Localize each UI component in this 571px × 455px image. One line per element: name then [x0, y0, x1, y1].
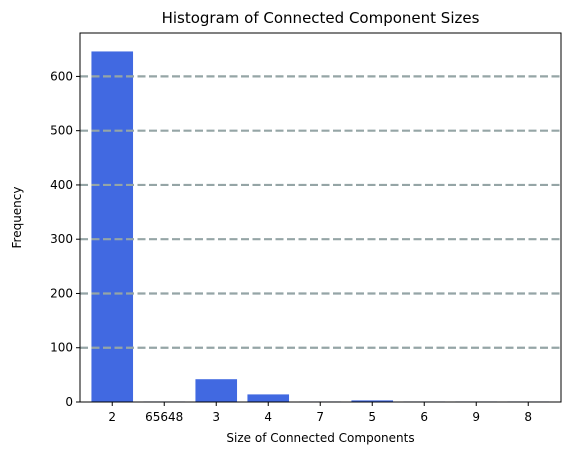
- bar-5: [351, 400, 394, 402]
- x-ticks: 2 65648 3 4 7 5 6 9 8: [108, 402, 532, 424]
- x-tick-label-9: 9: [472, 410, 480, 424]
- gridlines: [80, 75, 561, 349]
- y-tick-label-500: 500: [50, 124, 73, 138]
- x-tick-label-65648: 65648: [145, 410, 183, 424]
- y-tick-label-300: 300: [50, 232, 73, 246]
- x-tick-label-6: 6: [420, 410, 428, 424]
- y-tick-label-0: 0: [65, 395, 73, 409]
- x-tick-label-2: 2: [108, 410, 116, 424]
- y-tick-label-200: 200: [50, 286, 73, 300]
- bars: [91, 51, 550, 403]
- x-axis-label: Size of Connected Components: [226, 431, 414, 445]
- x-tick-label-5: 5: [368, 410, 376, 424]
- bar-3: [195, 379, 238, 402]
- x-tick-label-3: 3: [212, 410, 220, 424]
- y-ticks: 0 100 200 300 400 500 600: [50, 69, 80, 409]
- x-tick-label-7: 7: [316, 410, 324, 424]
- chart-title: Histogram of Connected Component Sizes: [162, 9, 480, 27]
- bar-4: [247, 394, 290, 402]
- x-tick-label-4: 4: [264, 410, 272, 424]
- y-tick-label-400: 400: [50, 178, 73, 192]
- y-tick-label-100: 100: [50, 341, 73, 355]
- y-tick-label-600: 600: [50, 69, 73, 83]
- y-axis-label: Frequency: [10, 187, 24, 249]
- bar-2: [91, 51, 134, 402]
- x-tick-label-8: 8: [524, 410, 532, 424]
